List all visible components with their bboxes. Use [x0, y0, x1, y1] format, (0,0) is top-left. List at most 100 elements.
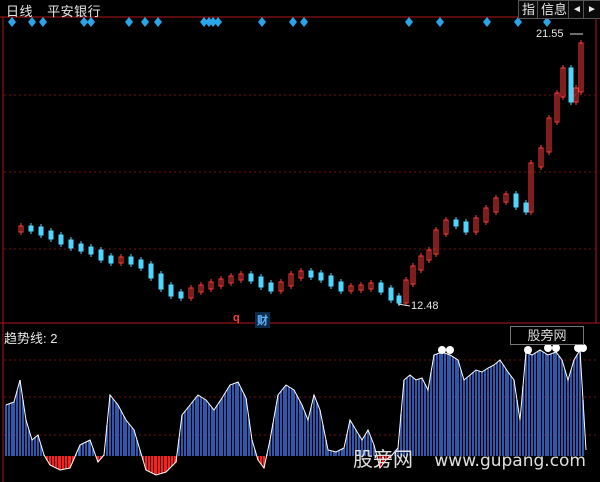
candle-body [378, 282, 384, 293]
signal-diamond-icon [209, 17, 217, 27]
signal-diamond-icon [80, 17, 88, 27]
low-price-label: 12.48 [411, 300, 439, 312]
candle-body [178, 291, 184, 299]
candle-body [546, 117, 552, 153]
watermark-url: www.gupang.com [434, 451, 586, 471]
nav-prev-button[interactable]: ◄ [568, 0, 586, 19]
signal-diamond-icon [125, 17, 133, 27]
candle-body [188, 287, 194, 299]
candle-body [148, 263, 154, 279]
candle-body [158, 273, 164, 290]
candle-body [318, 272, 324, 281]
marker-q[interactable]: q [233, 312, 240, 324]
candle-body [568, 67, 574, 103]
marker-finance[interactable]: 财 [255, 312, 270, 328]
candle-body [418, 255, 424, 271]
candle-body [88, 246, 94, 255]
candle-body [473, 217, 479, 233]
peak-dot-icon [579, 344, 587, 352]
candle-body [523, 202, 529, 213]
signal-diamond-icon [87, 17, 95, 27]
candle-body [513, 193, 519, 208]
peak-dot-icon [446, 346, 454, 354]
candle-body [118, 256, 124, 264]
candle-body [228, 275, 234, 284]
candle-body [554, 92, 560, 123]
candle-body [433, 229, 439, 255]
signal-diamond-icon [483, 17, 491, 27]
signal-diamond-icon [39, 17, 47, 27]
nav-next-button[interactable]: ► [583, 0, 600, 19]
candle-body [453, 219, 459, 227]
watermark-name: 股旁网 [352, 447, 413, 471]
peak-dot-icon [544, 344, 552, 352]
signal-diamond-icon [141, 17, 149, 27]
signal-diamond-icon [8, 17, 16, 27]
candle-body [98, 249, 104, 261]
candle-body [396, 295, 402, 304]
info-button[interactable]: 信息 [537, 0, 572, 19]
candle-body [58, 234, 64, 245]
candle-body [288, 273, 294, 287]
candle-body [463, 221, 469, 233]
candle-body [503, 193, 509, 203]
candle-body [128, 256, 134, 265]
candle-body [198, 284, 204, 293]
candle-body [403, 279, 409, 304]
candle-body [578, 42, 584, 93]
stock-name: 平安银行 [47, 4, 102, 19]
candle-body [328, 275, 334, 287]
trend-line [5, 348, 587, 476]
candle-body [138, 259, 144, 269]
candle-body [278, 281, 284, 292]
peak-dot-icon [524, 346, 532, 354]
chart-title: 日线 平安银行 [6, 1, 111, 20]
indicator-title: 趋势线: 2 [4, 331, 58, 346]
candle-body [573, 87, 579, 103]
candle-body [28, 225, 34, 232]
candle-body [18, 225, 24, 233]
candle-body [248, 273, 254, 282]
signal-diamond-icon [405, 17, 413, 27]
signal-diamond-icon [514, 17, 522, 27]
candle-body [493, 197, 499, 213]
peak-dot-icon [438, 346, 446, 354]
candle-body [538, 147, 544, 168]
signal-diamond-icon [543, 17, 551, 27]
signal-diamond-icon [28, 17, 36, 27]
peak-dot-icon [552, 344, 560, 352]
candle-body [348, 285, 354, 292]
candle-body [388, 287, 394, 301]
signal-diamond-icon [154, 17, 162, 27]
candle-body [308, 270, 314, 278]
indicator-button[interactable]: 指 [518, 0, 540, 19]
candle-body [48, 230, 54, 240]
signal-diamond-icon [300, 17, 308, 27]
candle-body [483, 207, 489, 223]
candle-body [560, 67, 566, 98]
candle-body [168, 284, 174, 297]
signal-diamond-icon [436, 17, 444, 27]
signal-diamond-icon [258, 17, 266, 27]
candle-body [238, 273, 244, 281]
candle-body [410, 265, 416, 285]
candle-body [426, 249, 432, 261]
low-label-pointer [397, 303, 411, 307]
candle-body [268, 282, 274, 292]
candle-body [443, 219, 449, 235]
candle-body [368, 282, 374, 290]
candle-body [358, 284, 364, 291]
candle-body [528, 162, 534, 213]
candle-body [298, 270, 304, 279]
signal-diamond-icon [200, 17, 208, 27]
period-label[interactable]: 日线 [6, 4, 34, 19]
candle-body [338, 281, 344, 292]
candle-body [218, 278, 224, 287]
candle-body [108, 255, 114, 264]
candle-body [258, 276, 264, 288]
high-price-label: 21.55 [536, 28, 564, 40]
site-label: 股旁网 [510, 326, 584, 345]
candle-body [208, 281, 214, 290]
candle-body [78, 243, 84, 252]
